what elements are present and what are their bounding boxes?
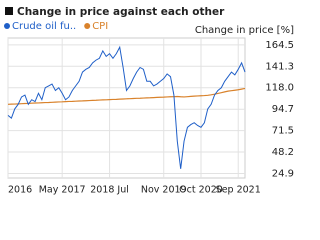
chart-title: Change in price against each other xyxy=(17,6,225,18)
y-tick-label: 71.5 xyxy=(272,126,294,137)
title-icon xyxy=(5,7,13,15)
x-tick-label: Oct 2020 xyxy=(179,185,223,196)
page: Change in price against each other Chang… xyxy=(4,6,295,196)
legend-label: Crude oil fu.. xyxy=(12,21,76,32)
y-tick-label: 118.0 xyxy=(265,83,294,94)
x-tick-label: Nov 2019 xyxy=(141,185,187,196)
x-tick-label: 2016 xyxy=(8,185,32,196)
y-axis-label: Change in price [%] xyxy=(195,25,294,36)
y-tick-label: 48.2 xyxy=(272,147,294,158)
x-tick-label: Sep 2021 xyxy=(216,185,261,196)
x-tick-label: May 2017 xyxy=(39,185,86,196)
x-tick-label: 2018 Jul xyxy=(90,185,129,196)
y-tick-label: 24.9 xyxy=(272,168,294,179)
legend-marker xyxy=(4,23,10,29)
y-tick-label: 141.3 xyxy=(265,61,294,72)
y-tick-label: 164.5 xyxy=(265,40,294,51)
y-tick-label: 94.7 xyxy=(272,104,294,115)
legend-marker xyxy=(84,23,91,29)
chart: Change in price against each other Chang… xyxy=(4,6,294,196)
series-line xyxy=(7,87,246,105)
plot-frame xyxy=(7,37,246,179)
series-line xyxy=(7,45,246,169)
legend-label: CPI xyxy=(92,21,108,32)
